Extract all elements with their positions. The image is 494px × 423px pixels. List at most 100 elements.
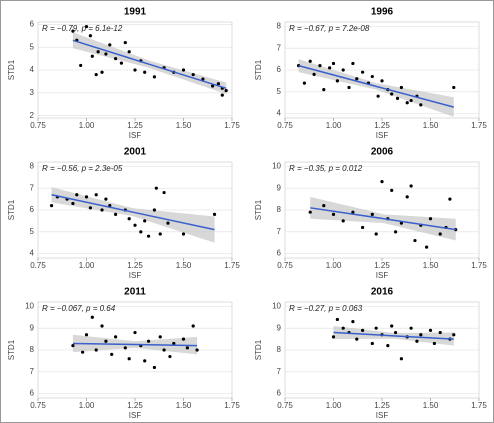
point bbox=[419, 333, 423, 337]
point bbox=[127, 50, 131, 54]
point bbox=[419, 103, 423, 107]
point bbox=[409, 98, 413, 103]
y-tick-label: 10 bbox=[272, 161, 281, 170]
point bbox=[405, 101, 409, 105]
x-tick-label: 1.50 bbox=[176, 261, 192, 270]
x-axis-label: ISF bbox=[376, 411, 389, 420]
x-tick-label: 1.25 bbox=[374, 401, 390, 410]
point bbox=[139, 230, 143, 234]
x-tick-label: 1.50 bbox=[423, 261, 439, 270]
point bbox=[49, 204, 54, 208]
fit-line bbox=[72, 39, 227, 90]
point bbox=[94, 193, 98, 197]
y-tick-label: 8 bbox=[277, 21, 282, 30]
point bbox=[351, 320, 355, 324]
point bbox=[211, 84, 215, 88]
y-tick-label: 10 bbox=[272, 301, 281, 310]
point bbox=[220, 93, 224, 97]
point bbox=[119, 61, 124, 65]
point bbox=[104, 197, 108, 201]
x-tick-label: 1.00 bbox=[326, 401, 342, 410]
point bbox=[133, 68, 137, 72]
point bbox=[158, 335, 162, 339]
x-tick-label: 1.25 bbox=[127, 401, 143, 410]
point bbox=[71, 344, 75, 348]
point bbox=[302, 81, 306, 85]
point bbox=[452, 333, 456, 337]
annotation: R = −0.27, p = 0.063 bbox=[289, 304, 363, 313]
y-axis-label: STD1 bbox=[254, 59, 263, 80]
point bbox=[216, 82, 221, 86]
point bbox=[123, 40, 127, 45]
point bbox=[335, 317, 339, 322]
point bbox=[162, 348, 166, 352]
panel-title: 2006 bbox=[371, 147, 394, 158]
point bbox=[448, 197, 452, 201]
point bbox=[413, 238, 417, 243]
x-tick-label: 1.75 bbox=[224, 401, 240, 410]
annotation: R = −0.35, p = 0.012 bbox=[289, 164, 363, 173]
point bbox=[318, 64, 322, 68]
annotation: R = −0.67, p = 7.2e-08 bbox=[289, 24, 370, 33]
x-tick-label: 1.50 bbox=[176, 121, 192, 130]
point bbox=[399, 357, 403, 361]
x-tick-label: 1.00 bbox=[326, 261, 342, 270]
point bbox=[90, 315, 94, 319]
y-tick-label: 8 bbox=[277, 205, 282, 214]
x-tick-label: 1.50 bbox=[423, 121, 439, 130]
x-tick-label: 1.75 bbox=[224, 121, 240, 130]
point bbox=[428, 217, 433, 221]
point bbox=[133, 330, 137, 335]
point bbox=[341, 219, 345, 223]
point bbox=[84, 195, 89, 199]
x-tick-label: 1.75 bbox=[224, 261, 240, 270]
panel-title: 1991 bbox=[124, 7, 147, 18]
y-tick-label: 5 bbox=[30, 227, 35, 236]
confidence-band bbox=[298, 59, 454, 117]
confidence-band bbox=[72, 32, 227, 94]
fit-line bbox=[298, 64, 454, 108]
point bbox=[380, 180, 384, 184]
point bbox=[94, 72, 98, 77]
x-tick-label: 1.00 bbox=[79, 121, 95, 130]
point bbox=[181, 232, 186, 236]
y-tick-label: 7 bbox=[277, 43, 282, 52]
y-tick-label: 6 bbox=[30, 389, 35, 398]
point bbox=[393, 230, 398, 234]
point bbox=[390, 188, 394, 192]
point bbox=[308, 210, 312, 214]
point bbox=[409, 184, 413, 188]
point bbox=[191, 324, 195, 328]
point bbox=[428, 328, 433, 332]
point bbox=[432, 341, 436, 346]
x-tick-label: 0.75 bbox=[30, 401, 46, 410]
y-tick-label: 6 bbox=[277, 389, 282, 398]
point bbox=[84, 333, 89, 337]
point bbox=[172, 341, 176, 346]
point bbox=[81, 350, 85, 354]
point bbox=[133, 223, 137, 227]
y-tick-label: 8 bbox=[30, 345, 35, 354]
confidence-band bbox=[51, 187, 215, 243]
point bbox=[370, 212, 374, 216]
y-tick-label: 8 bbox=[30, 161, 35, 170]
point bbox=[152, 365, 156, 370]
x-tick-label: 1.50 bbox=[423, 401, 439, 410]
x-axis-label: ISF bbox=[129, 411, 142, 420]
point bbox=[71, 201, 75, 206]
point bbox=[79, 63, 83, 68]
point bbox=[114, 56, 118, 61]
point bbox=[224, 88, 228, 93]
x-tick-label: 1.75 bbox=[471, 401, 487, 410]
fit-line bbox=[72, 342, 198, 347]
x-tick-label: 0.75 bbox=[30, 121, 46, 130]
point bbox=[452, 85, 456, 90]
point bbox=[123, 346, 127, 350]
point bbox=[395, 96, 400, 100]
point bbox=[374, 232, 378, 236]
y-tick-label: 7 bbox=[277, 227, 282, 236]
y-tick-label: 7 bbox=[277, 367, 282, 376]
y-axis-label: STD1 bbox=[7, 199, 16, 220]
panel-title: 1996 bbox=[371, 7, 394, 18]
point bbox=[322, 204, 326, 208]
